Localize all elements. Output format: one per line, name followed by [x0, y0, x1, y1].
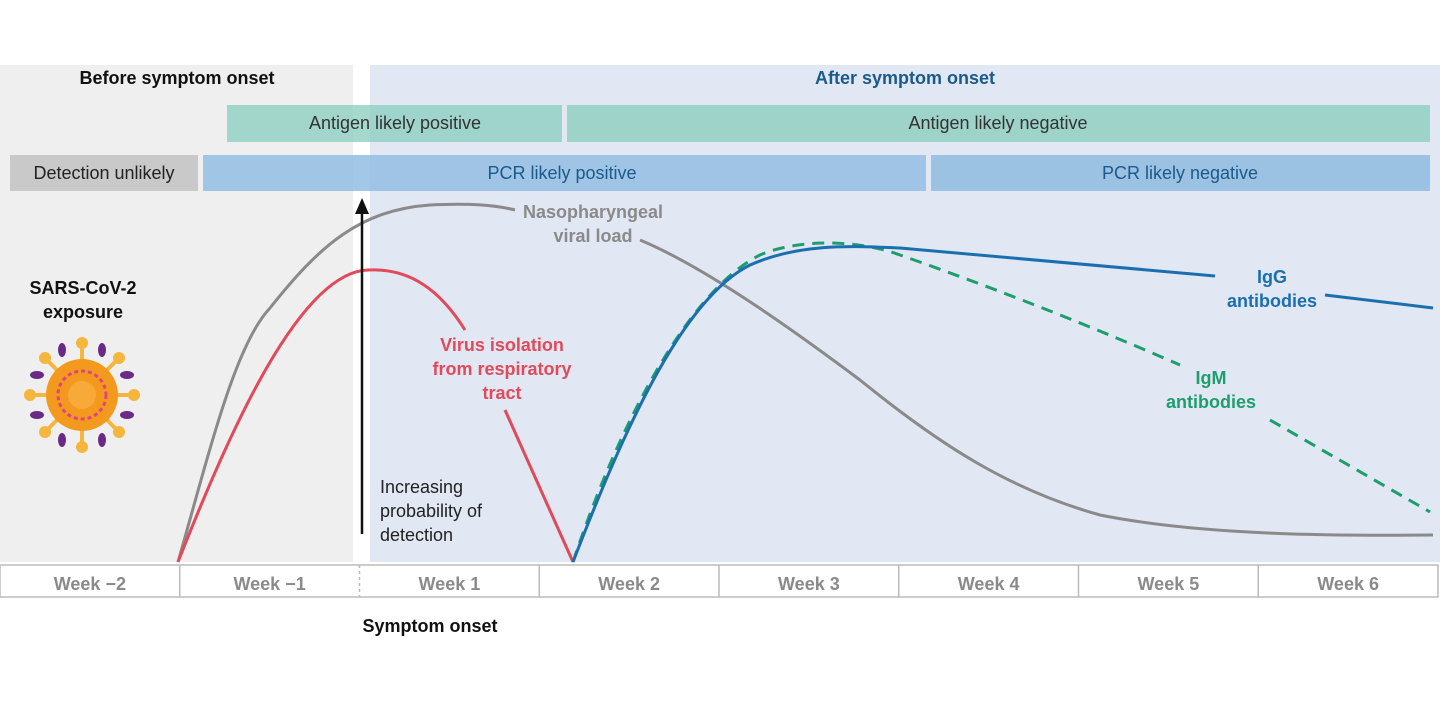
pcr-label: PCR likely negative — [1102, 163, 1258, 183]
virus-isolation-label: from respiratory — [432, 359, 571, 379]
antigen-label: Antigen likely negative — [908, 113, 1087, 133]
week-label: Week 6 — [1317, 574, 1379, 594]
exposure-label: SARS-CoV-2 — [29, 278, 136, 298]
arrow-label: probability of — [380, 501, 483, 521]
symptom-onset-label: Symptom onset — [362, 616, 497, 636]
virus-isolation-curve — [503, 409, 575, 563]
viral-load-curve — [176, 202, 516, 563]
antigen-label: Antigen likely positive — [309, 113, 481, 133]
igg-label: IgG — [1257, 267, 1287, 287]
exposure-label: exposure — [43, 302, 123, 322]
igm-curve — [571, 241, 1181, 563]
viral-load-label: viral load — [553, 226, 632, 246]
after-label: After symptom onset — [815, 68, 995, 88]
igm-label: IgM — [1196, 368, 1227, 388]
arrow-label: Increasing — [380, 477, 463, 497]
igm-label: antibodies — [1166, 392, 1256, 412]
antigen-negative-bar — [567, 105, 1430, 142]
igg-label: antibodies — [1227, 291, 1317, 311]
pcr-label: PCR likely positive — [487, 163, 636, 183]
after-region — [370, 65, 1440, 562]
virus-isolation-label: Virus isolation — [440, 335, 564, 355]
week-label: Week −2 — [54, 574, 126, 594]
viral-load-curve — [639, 238, 1434, 537]
week-label: Week 3 — [778, 574, 840, 594]
week-label: Week 2 — [598, 574, 660, 594]
arrow-label: detection — [380, 525, 453, 545]
week-label: Week 1 — [419, 574, 481, 594]
virus-icon — [24, 337, 140, 453]
week-label: Week 5 — [1138, 574, 1200, 594]
week-label: Week 4 — [958, 574, 1020, 594]
detection-unlikely-bar — [10, 155, 198, 191]
before-region — [0, 65, 353, 562]
week-label: Week −1 — [234, 574, 306, 594]
pcr-positive-bar — [203, 155, 926, 191]
igg-curve — [571, 245, 1216, 563]
viral-load-label: Nasopharyngeal — [523, 202, 663, 222]
pcr-negative-bar — [931, 155, 1430, 191]
igm-curve — [1269, 418, 1431, 514]
pcr-label: Detection unlikely — [33, 163, 174, 183]
igg-curve — [1324, 293, 1434, 310]
virus-isolation-label: tract — [482, 383, 521, 403]
virus-isolation-curve — [176, 268, 467, 563]
arrow-head — [355, 198, 369, 214]
antigen-positive-bar — [227, 105, 562, 142]
before-label: Before symptom onset — [79, 68, 274, 88]
